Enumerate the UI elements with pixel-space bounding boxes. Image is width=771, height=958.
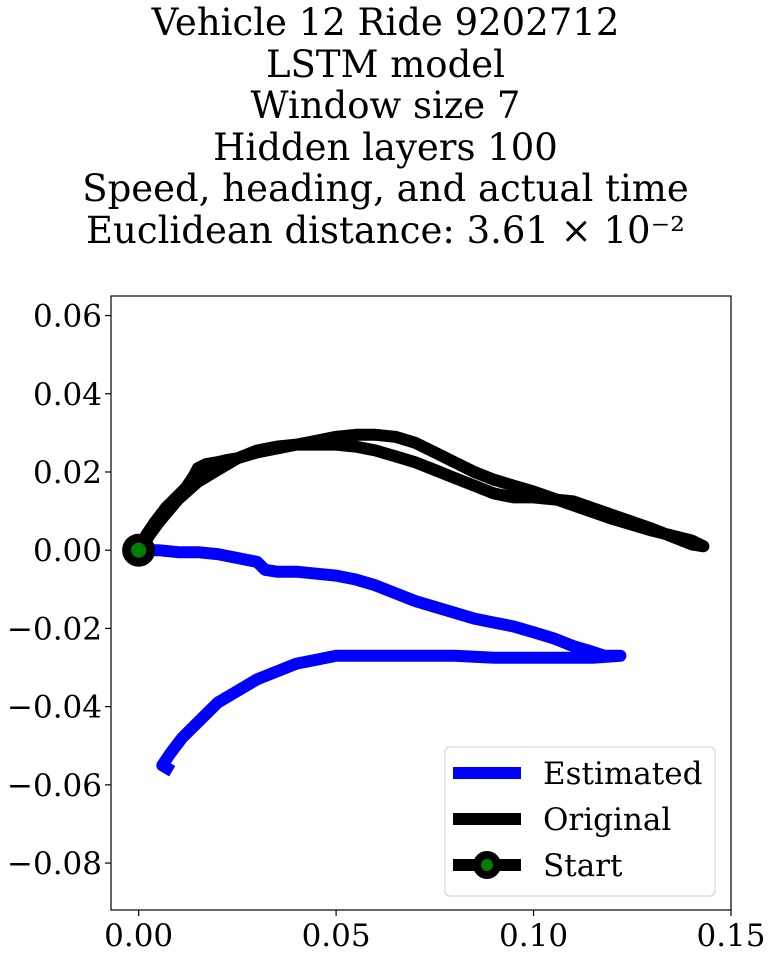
y-tick-label: 0.02 (33, 455, 102, 491)
start-marker (122, 533, 156, 567)
series-line-estimated (138, 544, 627, 777)
legend-label-start: Start (543, 848, 623, 884)
legend-label-original: Original (543, 802, 671, 838)
series-line-original (133, 428, 710, 554)
y-tick-label: −0.08 (7, 846, 102, 882)
title-line-vehicle: Vehicle 12 Ride 9202712 (151, 1, 620, 44)
y-tick-label: −0.04 (7, 690, 102, 726)
x-tick-label: 0.00 (104, 918, 173, 954)
legend: Estimated Original Start (444, 746, 716, 897)
legend-box (444, 746, 716, 897)
chart-title: Vehicle 12 Ride 9202712 LSTM model Windo… (0, 2, 771, 251)
x-tick-label: 0.15 (696, 918, 765, 954)
title-line-distance: Euclidean distance: 3.61 × 10⁻² (86, 208, 685, 252)
axis-ticks: 0.00 0.05 0.10 0.15 0.06 0.04 0.02 0.00 −0.02 −0.… (7, 299, 766, 954)
title-line-features: Speed, heading, and actual time (82, 167, 689, 210)
series-layer (122, 428, 710, 777)
legend-label-estimated: Estimated (543, 756, 702, 792)
legend-start-marker (473, 851, 501, 879)
y-tick-label: −0.02 (7, 611, 102, 647)
title-line-window: Window size 7 (250, 84, 521, 127)
x-tick-label: 0.10 (499, 918, 568, 954)
y-tick-label: −0.06 (7, 768, 102, 804)
y-tick-label: 0.06 (33, 299, 102, 335)
plot-area-frame (110, 295, 732, 911)
title-line-model: LSTM model (265, 42, 506, 86)
y-tick-label: 0.04 (33, 377, 102, 413)
y-tick-label: 0.00 (33, 533, 102, 569)
title-line-hidden-layers: Hidden layers 100 (213, 125, 558, 169)
x-tick-label: 0.05 (302, 918, 371, 954)
